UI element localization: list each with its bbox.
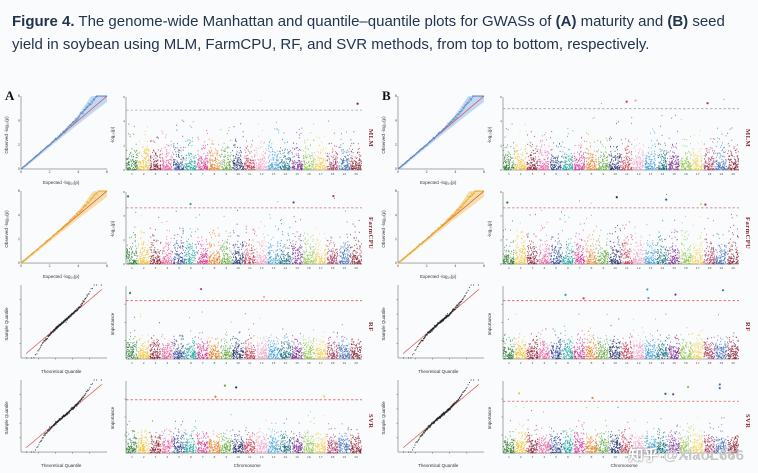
caption-text-2: maturity and [576, 13, 668, 30]
qq-y-axis-label: Sample Quantile [4, 401, 9, 435]
panel-b: B Observed -log₁₀(p) Expected -log₁₀(p) … [381, 86, 754, 469]
qq-y-axis-label: Observed -log₁₀(p) [381, 115, 386, 154]
panel-a: A Observed -log₁₀(p) Expected -log₁₀(p) … [4, 86, 377, 469]
qq-plot-canvas [389, 377, 486, 460]
qq-x-axis-label: Theoretical Quantile [418, 368, 459, 374]
manhattan-plot: Importance Chromosome [110, 376, 364, 468]
method-label: MLM [367, 129, 374, 148]
manhattan-plot-canvas [118, 283, 363, 366]
figure-caption: Figure 4. The genome-wide Manhattan and … [0, 0, 758, 63]
method-label: RF [744, 322, 751, 333]
qq-y-axis-label: Observed -log₁₀(p) [4, 210, 9, 248]
qq-plot: Sample Quantile Theoretical Quantile [381, 281, 487, 374]
manhattan-plot: Importance [110, 281, 364, 374]
qq-plot-canvas [12, 377, 109, 460]
qq-plot: Observed -log₁₀(p) Expected -log₁₀(p) [381, 187, 487, 279]
qq-plot: Sample Quantile Theoretical Quantile [4, 376, 110, 468]
manhattan-plot: -log₁₀(p) [110, 187, 364, 280]
watermark-brand: 知乎 [628, 447, 659, 464]
manhattan-y-axis-label: Importance [487, 312, 492, 335]
qq-x-axis-label: Theoretical Quantile [41, 368, 82, 374]
manhattan-plot: Importance [487, 281, 741, 374]
caption-text-1: The genome-wide Manhattan and quantile–q… [74, 13, 556, 30]
manhattan-y-axis-label: Importance [110, 406, 115, 430]
figure-row: Observed -log₁₀(p) Expected -log₁₀(p) -l… [381, 91, 754, 186]
manhattan-y-axis-label: -log₁₀(p) [487, 126, 492, 143]
caption-panel-b-ref: (B) [667, 13, 689, 30]
qq-x-axis-label: Expected -log₁₀(p) [420, 274, 457, 279]
figure-row: Observed -log₁₀(p) Expected -log₁₀(p) -l… [4, 186, 377, 281]
manhattan-plot-canvas [495, 283, 740, 366]
manhattan-plot-canvas [495, 377, 740, 460]
figure-row: Observed -log₁₀(p) Expected -log₁₀(p) -l… [381, 186, 754, 281]
manhattan-x-axis-label: Chromosome [610, 463, 638, 468]
figure-body: A Observed -log₁₀(p) Expected -log₁₀(p) … [4, 86, 754, 469]
method-label: FarmCPU [367, 216, 374, 249]
method-label: FarmCPU [744, 216, 751, 249]
panel-a-rows: Observed -log₁₀(p) Expected -log₁₀(p) -l… [4, 91, 377, 469]
panel-b-label: B [382, 88, 391, 103]
qq-plot: Sample Quantile Theoretical Quantile [381, 376, 487, 468]
manhattan-y-axis-label: Importance [487, 406, 492, 430]
panel-a-label: A [5, 88, 15, 103]
watermark: 知乎 @XiaoL666 [628, 444, 744, 465]
qq-x-axis-label: Expected -log₁₀(p) [420, 179, 457, 185]
qq-x-axis-label: Expected -log₁₀(p) [43, 274, 80, 279]
method-label: SVR [744, 414, 751, 429]
manhattan-plot: Importance Chromosome [487, 376, 741, 468]
manhattan-plot-canvas [495, 188, 740, 271]
panel-b-rows: Observed -log₁₀(p) Expected -log₁₀(p) -l… [381, 91, 754, 469]
manhattan-plot: -log₁₀(p) [110, 92, 364, 185]
manhattan-y-axis-label: Importance [110, 312, 115, 335]
qq-y-axis-label: Observed -log₁₀(p) [381, 210, 386, 248]
qq-plot: Sample Quantile Theoretical Quantile [4, 281, 110, 374]
manhattan-plot-canvas [118, 377, 363, 460]
manhattan-y-axis-label: -log₁₀(p) [110, 220, 115, 238]
watermark-handle: @XiaoL666 [663, 447, 745, 464]
manhattan-y-axis-label: -log₁₀(p) [110, 126, 115, 143]
manhattan-plot: -log₁₀(p) [487, 92, 741, 185]
caption-figure-label: Figure 4. [12, 13, 75, 30]
qq-plot-canvas [389, 94, 486, 177]
qq-y-axis-label: Sample Quantile [381, 401, 386, 435]
manhattan-plot-canvas [495, 94, 740, 177]
manhattan-x-axis-label: Chromosome [233, 463, 261, 468]
qq-plot-canvas [12, 94, 109, 177]
qq-plot-canvas [12, 283, 109, 366]
qq-plot-canvas [389, 188, 486, 271]
caption-text-3: seed yield in soybean using MLM, FarmCPU… [12, 13, 725, 54]
caption-panel-a-ref: (A) [555, 13, 577, 30]
qq-x-axis-label: Theoretical Quantile [418, 463, 459, 468]
qq-y-axis-label: Sample Quantile [4, 306, 9, 341]
manhattan-y-axis-label: -log₁₀(p) [487, 220, 492, 238]
qq-plot: Observed -log₁₀(p) Expected -log₁₀(p) [4, 187, 110, 279]
qq-plot-canvas [389, 283, 486, 366]
manhattan-plot-canvas [118, 94, 363, 177]
manhattan-plot-canvas [118, 188, 363, 271]
qq-x-axis-label: Expected -log₁₀(p) [43, 179, 80, 185]
qq-plot: Observed -log₁₀(p) Expected -log₁₀(p) [381, 92, 487, 185]
figure-row: Sample Quantile Theoretical Quantile Imp… [381, 280, 754, 375]
qq-y-axis-label: Sample Quantile [381, 306, 386, 341]
qq-plot-canvas [12, 188, 109, 271]
qq-y-axis-label: Observed -log₁₀(p) [4, 115, 9, 154]
manhattan-plot: -log₁₀(p) [487, 187, 741, 280]
qq-x-axis-label: Theoretical Quantile [41, 463, 82, 468]
method-label: RF [367, 322, 374, 333]
method-label: MLM [744, 129, 751, 148]
figure-row: Sample Quantile Theoretical Quantile Imp… [4, 375, 377, 470]
figure-row: Sample Quantile Theoretical Quantile Imp… [381, 375, 754, 470]
figure-row: Sample Quantile Theoretical Quantile Imp… [4, 280, 377, 375]
figure-row: Observed -log₁₀(p) Expected -log₁₀(p) -l… [4, 91, 377, 186]
method-label: SVR [367, 414, 374, 429]
qq-plot: Observed -log₁₀(p) Expected -log₁₀(p) [4, 92, 110, 185]
